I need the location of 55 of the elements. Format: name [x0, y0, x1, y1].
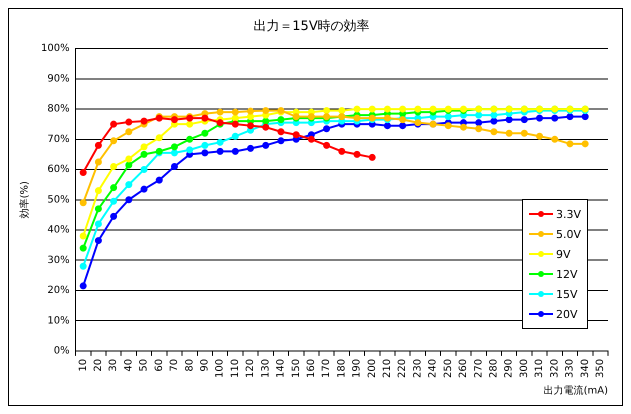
legend-label: 12V [556, 268, 578, 280]
x-tick-label: 240 [428, 358, 439, 378]
y-tick-label: 60% [47, 164, 70, 176]
x-tick-label: 80 [184, 358, 196, 372]
x-tick-label: 190 [352, 358, 363, 378]
x-axis-title: 出力電流(mA) [544, 384, 608, 397]
x-tick-label: 330 [564, 358, 576, 378]
x-tick-label: 350 [594, 358, 606, 378]
x-tick-label: 200 [366, 358, 378, 378]
legend-label: 5.0V [556, 228, 581, 240]
y-tick-label: 40% [47, 224, 70, 236]
x-tick-label: 120 [245, 358, 256, 378]
x-tick-label: 90 [199, 358, 210, 372]
y-tick-label: 50% [47, 194, 70, 206]
legend-label: 20V [556, 308, 578, 320]
legend-label: 9V [556, 248, 570, 260]
x-tick-label: 180 [336, 358, 348, 378]
x-tick-label: 270 [473, 358, 484, 378]
x-tick-label: 10 [78, 358, 89, 372]
legend-label: 3.3V [556, 208, 581, 220]
x-tick-label: 210 [382, 358, 394, 378]
x-tick-label: 170 [321, 358, 332, 378]
legend-label: 15V [556, 288, 578, 300]
x-tick-label: 70 [169, 358, 180, 372]
y-tick-label: 30% [47, 254, 70, 266]
x-tick-label: 40 [123, 358, 134, 372]
x-tick-label: 340 [580, 358, 591, 378]
x-tick-label: 260 [458, 358, 470, 378]
x-tick-label: 310 [534, 358, 546, 378]
x-tick-label: 110 [230, 358, 241, 378]
x-tick-label: 100 [214, 358, 226, 378]
x-tick-label: 20 [93, 358, 104, 372]
x-tick-label: 60 [154, 358, 165, 372]
y-tick-label: 10% [47, 315, 70, 326]
x-tick-label: 230 [412, 358, 424, 378]
x-tick-label: 220 [397, 358, 408, 378]
y-axis-title: 効率(%) [18, 181, 31, 218]
y-tick-label: 20% [47, 285, 70, 296]
y-tick-label: 80% [47, 104, 70, 115]
x-tick-label: 280 [488, 358, 500, 378]
x-tick-label: 140 [276, 358, 287, 378]
x-tick-label: 130 [260, 358, 272, 378]
y-tick-label: 70% [47, 134, 70, 145]
y-tick-label: 100% [40, 43, 70, 54]
x-tick-label: 300 [518, 358, 530, 378]
x-tick-label: 50 [138, 358, 150, 372]
x-tick-label: 150 [290, 358, 302, 378]
y-tick-label: 0% [54, 346, 70, 357]
x-tick-label: 250 [442, 358, 454, 378]
chart-title: 出力＝15V時の効率 [253, 18, 370, 34]
x-tick-label: 30 [108, 358, 120, 372]
x-tick-label: 320 [549, 358, 560, 378]
x-tick-label: 160 [306, 358, 317, 378]
x-tick-label: 290 [504, 358, 515, 378]
y-tick-label: 90% [47, 73, 70, 84]
